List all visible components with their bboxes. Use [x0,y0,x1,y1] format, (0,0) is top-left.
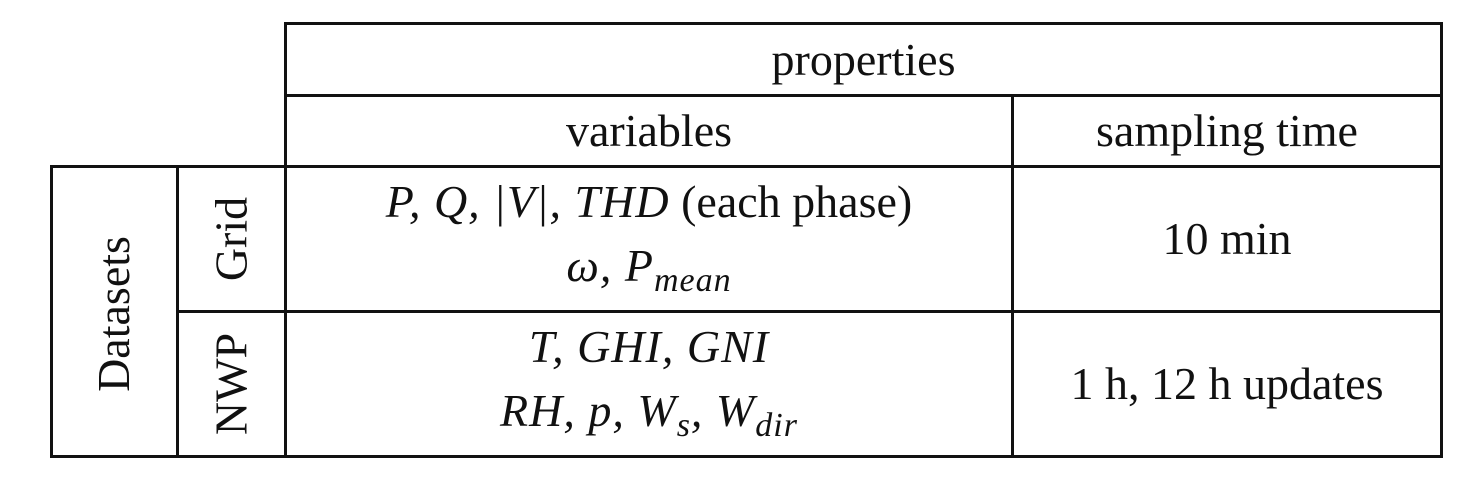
nwp-variables-dir-subscript: dir [755,407,798,445]
grid-variables-symbols: P, Q, |V|, THD [385,176,670,228]
nwp-variables-line-2: RH, p, Ws, Wdir [500,388,798,443]
row-separator-line [176,310,1442,313]
datasets-label: Datasets [88,236,139,392]
properties-bottom-line [285,94,1442,97]
grid-variables-omega-p: ω, P [566,240,654,292]
header-variables: variables [565,105,733,156]
nwp-sampling-time: 1 h, 12 h updates [1070,358,1384,409]
nwp-row-label: NWP [205,332,257,436]
group-label-divider [176,165,179,458]
header-bottom-line [50,165,1442,168]
grid-variables: P, Q, |V|, THD (each phase) ω, Pmean [287,168,1011,310]
nwp-variables-rh-p-w: RH, p, W [500,385,677,437]
nwp-variables: T, GHI, GNI RH, p, Ws, Wdir [287,313,1011,455]
left-outer-border [50,165,53,458]
nwp-variables-s-subscript: s [676,407,691,445]
grid-variables-line-1: P, Q, |V|, THD (each phase) [386,179,912,225]
nwp-variables-w-direction: , W [690,385,756,437]
right-outer-border [1440,22,1443,458]
bottom-border [50,455,1442,458]
grid-variables-line-2: ω, Pmean [566,243,731,298]
grid-variables-mean-subscript: mean [653,262,732,300]
row-label-divider [284,22,287,458]
grid-sampling-time: 10 min [1162,213,1292,264]
nwp-variables-line-1: T, GHI, GNI [528,321,770,373]
column-divider [1011,94,1014,458]
header-properties: properties [771,33,956,85]
header-sampling-time: sampling time [1096,105,1358,156]
top-border [285,22,1442,25]
grid-variables-phase-note: (each phase) [669,176,913,228]
grid-row-label: Grid [205,196,257,282]
